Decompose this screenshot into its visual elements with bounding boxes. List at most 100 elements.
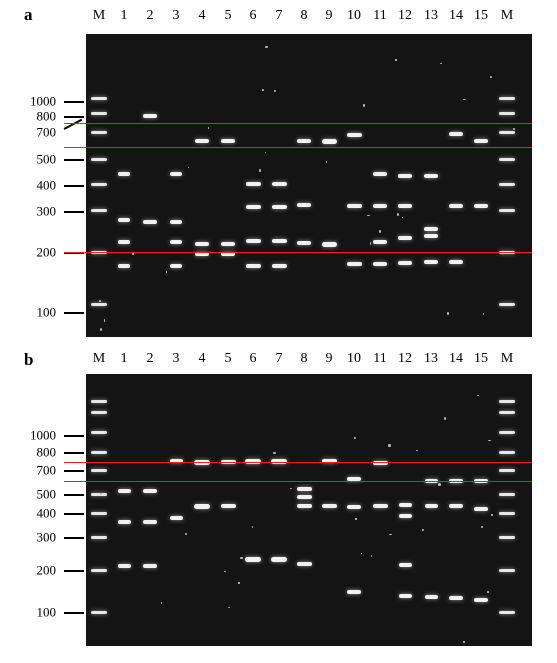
size-marker-tick — [64, 116, 84, 118]
red-guide-line — [64, 252, 532, 254]
dna-band — [169, 516, 183, 520]
dna-band — [474, 598, 488, 602]
dna-band — [91, 157, 107, 161]
gel-speck — [360, 552, 362, 555]
gel-speck — [512, 127, 515, 130]
gel-speck — [185, 533, 188, 536]
gel-speck — [439, 62, 442, 64]
gel-speck — [264, 46, 268, 48]
dna-band — [91, 430, 107, 434]
lane-label: 5 — [224, 8, 232, 23]
gel-speck — [388, 444, 391, 448]
size-marker-tick — [64, 513, 84, 515]
dna-band — [499, 302, 515, 306]
dna-band — [117, 564, 131, 568]
dna-band — [499, 208, 515, 212]
size-label: 800 — [36, 108, 57, 124]
size-label: 400 — [36, 177, 57, 193]
size-marker-tick — [64, 570, 84, 572]
dna-band — [91, 511, 107, 515]
dna-band — [398, 503, 412, 507]
dna-band — [245, 264, 261, 268]
lane-label: 10 — [347, 351, 361, 366]
dna-band — [221, 139, 235, 143]
dna-band — [499, 410, 515, 414]
dna-band — [91, 96, 107, 100]
red-guide-line — [64, 123, 532, 125]
dna-band — [91, 208, 107, 212]
dna-band — [499, 511, 515, 515]
gel-speck — [367, 214, 371, 217]
gel-panel-a — [86, 34, 532, 337]
dna-band — [296, 504, 312, 508]
dna-band — [195, 252, 209, 256]
size-label: 200 — [36, 244, 57, 260]
lane-label: 6 — [249, 351, 257, 366]
size-label: 1000 — [30, 427, 56, 443]
lane-label: 4 — [198, 351, 206, 366]
size-label: 200 — [36, 562, 57, 578]
dna-band — [245, 205, 261, 209]
dna-band — [91, 111, 107, 115]
dna-band — [143, 220, 157, 224]
dna-band — [347, 477, 361, 481]
gel-speck — [476, 394, 479, 397]
dna-band — [195, 242, 209, 246]
gel-speck — [463, 98, 467, 101]
lane-label: M — [92, 351, 106, 366]
gel-speck — [259, 169, 261, 172]
gel-speck — [397, 212, 400, 216]
panel-letter-b: b — [24, 350, 34, 369]
gel-speck — [491, 513, 493, 516]
gel-speck — [446, 312, 450, 315]
gel-speck — [240, 556, 243, 559]
dna-band — [170, 220, 182, 224]
lane-label: 12 — [398, 351, 412, 366]
dna-band — [474, 139, 488, 143]
dna-band — [91, 610, 107, 614]
dna-band — [321, 504, 337, 508]
gel-speck — [208, 127, 210, 129]
size-marker-tick — [64, 211, 84, 213]
dna-band — [499, 568, 515, 572]
dna-band — [499, 450, 515, 454]
size-label: 100 — [36, 304, 57, 320]
lane-label: 1 — [120, 351, 128, 366]
dna-band — [91, 410, 107, 414]
lane-label: 9 — [325, 8, 333, 23]
dna-band — [170, 172, 182, 176]
gel-speck — [273, 90, 276, 93]
lane-label: 6 — [249, 8, 257, 23]
gel-speck — [480, 525, 484, 529]
dna-band — [398, 594, 412, 598]
gel-speck — [251, 525, 253, 528]
gel-speck — [273, 451, 277, 454]
gel-speck — [379, 230, 382, 233]
lane-label: 7 — [275, 351, 283, 366]
size-label: 500 — [36, 486, 57, 502]
dna-band — [271, 205, 287, 209]
dna-band — [346, 133, 362, 137]
dna-band — [91, 450, 107, 454]
gel-speck — [488, 440, 491, 442]
dna-band — [195, 139, 209, 143]
size-marker-tick — [64, 612, 84, 614]
size-label: 300 — [36, 529, 57, 545]
dna-band — [449, 260, 463, 264]
gel-speck — [402, 216, 404, 218]
lane-label: 1 — [120, 8, 128, 23]
gel-speck — [100, 328, 103, 331]
dna-band — [398, 563, 412, 567]
gel-speck — [370, 555, 372, 558]
red-guide-line — [64, 462, 532, 464]
size-label: 500 — [36, 151, 57, 167]
dna-band — [398, 204, 412, 208]
dna-band — [499, 157, 515, 161]
dna-band — [499, 182, 515, 186]
dna-band — [297, 241, 311, 245]
lane-label: 12 — [398, 8, 412, 23]
dna-band — [91, 568, 107, 572]
dna-band — [449, 504, 463, 508]
dna-band — [424, 504, 438, 508]
dna-band — [143, 564, 157, 568]
